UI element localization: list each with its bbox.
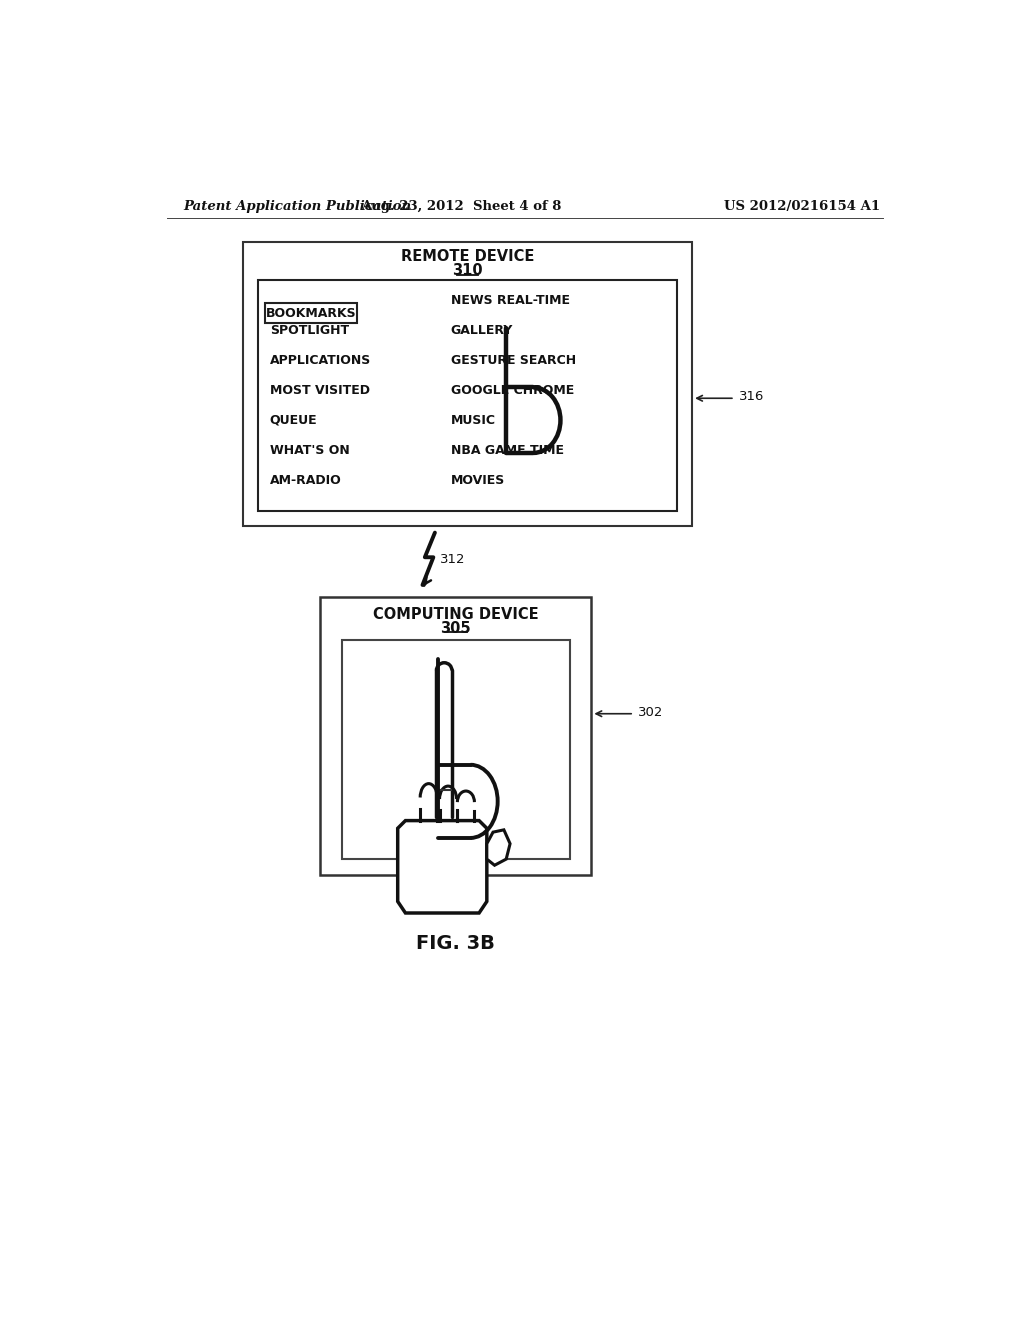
Bar [258, 280, 677, 511]
Text: NEWS REAL-TIME: NEWS REAL-TIME [451, 293, 569, 306]
Text: MOVIES: MOVIES [451, 474, 505, 487]
Text: MOST VISITED: MOST VISITED [270, 384, 370, 397]
Bar [243, 242, 692, 527]
Text: 310: 310 [453, 263, 482, 279]
Text: US 2012/0216154 A1: US 2012/0216154 A1 [724, 199, 881, 213]
Text: GOOGLE CHROME: GOOGLE CHROME [451, 384, 574, 397]
Text: MUSIC: MUSIC [451, 413, 496, 426]
Text: GESTURE SEARCH: GESTURE SEARCH [451, 354, 575, 367]
Text: 312: 312 [439, 553, 465, 566]
Text: 302: 302 [638, 706, 664, 718]
Text: SPOTLIGHT: SPOTLIGHT [270, 323, 349, 337]
Text: WHAT'S ON: WHAT'S ON [270, 444, 349, 457]
Bar [265, 304, 356, 323]
Text: APPLICATIONS: APPLICATIONS [270, 354, 371, 367]
Text: 316: 316 [738, 391, 764, 403]
Text: Aug. 23, 2012  Sheet 4 of 8: Aug. 23, 2012 Sheet 4 of 8 [361, 199, 561, 213]
Text: 305: 305 [440, 620, 471, 636]
Text: BOOKMARKS: BOOKMARKS [265, 306, 356, 319]
Text: AM-RADIO: AM-RADIO [270, 474, 342, 487]
Text: COMPUTING DEVICE: COMPUTING DEVICE [373, 607, 539, 622]
Polygon shape [486, 830, 510, 866]
Text: QUEUE: QUEUE [270, 413, 317, 426]
Text: FIG. 3B: FIG. 3B [417, 935, 496, 953]
Polygon shape [397, 821, 486, 913]
Text: NBA GAME TIME: NBA GAME TIME [451, 444, 563, 457]
Text: GALLERY: GALLERY [451, 323, 513, 337]
Bar [342, 640, 569, 859]
Bar [321, 597, 592, 875]
Text: REMOTE DEVICE: REMOTE DEVICE [400, 249, 535, 264]
Text: Patent Application Publication: Patent Application Publication [183, 199, 412, 213]
